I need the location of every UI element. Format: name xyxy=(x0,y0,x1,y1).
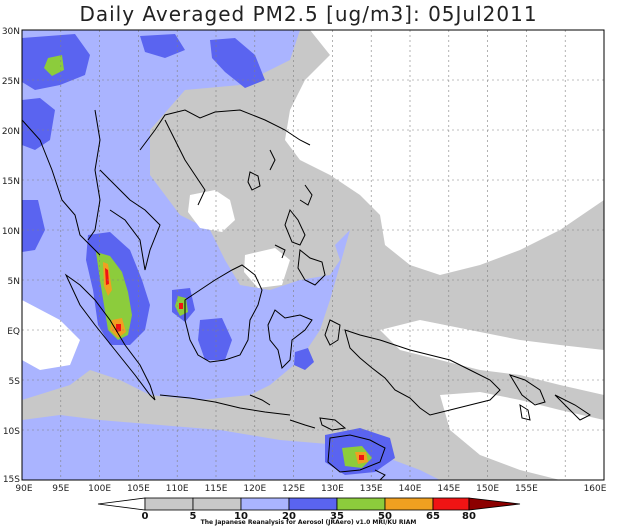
lon-axis: 90E 95E 100E 105E 110E 115E 120E 125E 13… xyxy=(15,484,606,494)
colorbar-cell xyxy=(384,497,434,511)
lat-axis: 30N 25N 20N 15N 10N 5N EQ 5S 10S 15S xyxy=(2,27,20,485)
lon-label: 125E xyxy=(282,484,305,494)
colorbar-cell xyxy=(432,497,470,511)
lat-label: 20N xyxy=(2,127,20,137)
colorbar-cell xyxy=(468,497,521,511)
colorbar-tick: 65 xyxy=(426,511,440,522)
lat-label: 15S xyxy=(3,475,20,485)
map-title: Daily Averaged PM2.5 [ug/m3]: 05Jul2011 xyxy=(79,2,538,26)
colorbar-cell xyxy=(97,497,146,511)
colorbar-tick: 20 xyxy=(282,511,296,522)
lon-label: 150E xyxy=(476,484,499,494)
lat-label: 25N xyxy=(2,77,20,87)
colorbar: 0 5 10 20 35 50 65 80 xyxy=(97,497,521,522)
colorbar-tick: 50 xyxy=(378,511,392,522)
colorbar-cell xyxy=(192,497,242,511)
lat-label: 5N xyxy=(8,277,20,287)
colorbar-tick: 5 xyxy=(190,511,197,522)
colorbar-tick: 35 xyxy=(330,511,344,522)
graticule xyxy=(22,30,604,480)
pm25-field xyxy=(22,30,604,480)
lon-label: 95E xyxy=(52,484,69,494)
lon-label: 90E xyxy=(15,484,32,494)
lon-label: 105E xyxy=(127,484,150,494)
lon-label: 140E xyxy=(399,484,422,494)
credit-line: The Japanese Reanalysis for Aerosol (JRA… xyxy=(200,519,417,526)
colorbar-tick: 0 xyxy=(142,511,149,522)
lat-label: 10N xyxy=(2,227,20,237)
lon-label: 135E xyxy=(360,484,383,494)
lon-label: 130E xyxy=(321,484,344,494)
colorbar-cell xyxy=(144,497,194,511)
lon-label: 110E xyxy=(166,484,189,494)
pm25-level-0-5 xyxy=(22,30,604,480)
colorbar-cell xyxy=(288,497,338,511)
lat-label: 10S xyxy=(3,427,20,437)
lon-label: 155E xyxy=(515,484,538,494)
plot-frame xyxy=(21,29,605,481)
lon-label: 120E xyxy=(243,484,266,494)
lat-label: EQ xyxy=(7,327,20,337)
lon-label: 145E xyxy=(437,484,460,494)
colorbar-cell xyxy=(336,497,386,511)
coastlines xyxy=(22,109,591,480)
lon-label: 100E xyxy=(88,484,111,494)
colorbar-cell xyxy=(240,497,290,511)
colorbar-tick: 80 xyxy=(462,511,476,522)
lat-label: 30N xyxy=(2,27,20,37)
lat-label: 5S xyxy=(9,377,21,387)
lon-label: 115E xyxy=(205,484,228,494)
lon-label: 160E xyxy=(584,484,607,494)
lat-label: 15N xyxy=(2,177,20,187)
colorbar-tick: 10 xyxy=(234,511,248,522)
